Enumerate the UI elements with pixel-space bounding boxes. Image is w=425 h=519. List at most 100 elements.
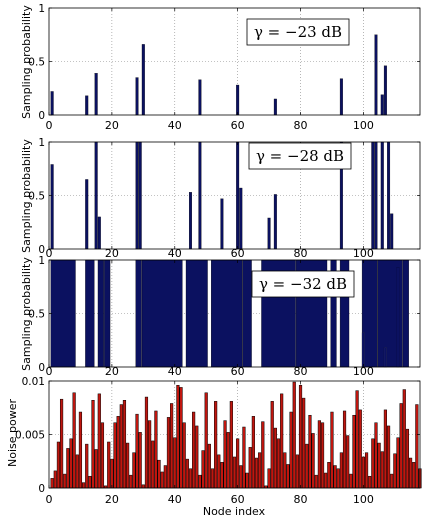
bar [396, 437, 400, 489]
y-tick-label: 0.5 [28, 57, 45, 69]
bar [358, 409, 362, 489]
bar [267, 217, 271, 250]
bar [185, 458, 189, 489]
bar [349, 473, 353, 489]
y-axis-label: Sampling probability [20, 139, 33, 253]
bar [91, 400, 95, 489]
y-tick-label: 1 [38, 137, 45, 149]
bar [368, 475, 372, 489]
bar [138, 432, 142, 489]
bar [273, 98, 277, 116]
bar [151, 440, 155, 489]
bar [336, 468, 340, 489]
bar [377, 442, 381, 489]
bar-run [97, 259, 104, 368]
bar [192, 411, 196, 489]
bar [380, 94, 384, 116]
bar [179, 387, 183, 489]
bar [204, 392, 208, 489]
bar [339, 78, 343, 116]
bar [239, 465, 243, 489]
x-tick-label: 100 [353, 365, 374, 378]
bar [270, 401, 274, 489]
bar [330, 411, 334, 489]
bar [110, 458, 114, 489]
bar-run [104, 259, 111, 368]
bar [78, 411, 83, 489]
bar [236, 438, 240, 489]
bar [217, 454, 221, 489]
x-tick-label: 100 [353, 247, 374, 260]
bar [339, 452, 343, 489]
bar-run [242, 259, 252, 368]
bar [261, 421, 265, 489]
bar [173, 437, 177, 489]
bar [138, 141, 142, 250]
x-tick-label: 60 [231, 119, 245, 132]
bar [408, 457, 413, 489]
y-tick-label: 0 [38, 362, 45, 374]
bar [182, 422, 186, 489]
bar [94, 449, 98, 489]
annotation-label: γ = −28 dB [256, 147, 344, 165]
bar-run [402, 259, 409, 368]
bar [327, 462, 331, 489]
bar [245, 472, 249, 489]
y-tick-label: 0.5 [28, 309, 45, 321]
bar [308, 414, 312, 489]
bar [72, 392, 76, 489]
bar [286, 464, 290, 489]
bar [412, 462, 416, 489]
x-tick-label: 40 [168, 247, 182, 260]
bar [374, 422, 378, 489]
bar [50, 91, 54, 116]
bar [292, 381, 296, 489]
bar [383, 409, 388, 489]
annotation-box [246, 18, 350, 46]
bar [280, 393, 284, 489]
y-axis-label: Sampling probability [20, 257, 33, 371]
bar [374, 141, 378, 250]
bar-run [211, 259, 243, 368]
bar [85, 179, 89, 250]
bar [154, 410, 158, 489]
bar [342, 410, 347, 489]
bar [267, 468, 271, 489]
bar [298, 385, 303, 489]
bar [50, 478, 54, 489]
x-tick-label: 20 [105, 365, 119, 378]
x-tick-label: 80 [294, 493, 308, 506]
bar [107, 441, 111, 489]
bar [148, 420, 152, 489]
bar [157, 459, 161, 489]
bar [236, 141, 240, 250]
x-tick-label: 100 [353, 493, 374, 506]
bar [97, 216, 101, 250]
bar [289, 411, 293, 489]
bar [273, 427, 277, 489]
bar [386, 425, 391, 489]
bar [405, 428, 410, 489]
bar [50, 164, 54, 250]
bar [85, 443, 89, 489]
bar [384, 347, 387, 367]
bar [393, 453, 397, 489]
y-axis-label: Sampling probability [20, 5, 33, 119]
bar [320, 422, 325, 489]
bar [195, 425, 199, 489]
annotation-box [251, 270, 355, 298]
bar [387, 141, 391, 250]
bar [135, 77, 139, 116]
bar [198, 79, 202, 116]
bar [94, 73, 98, 116]
x-tick-label: 0 [46, 119, 53, 132]
bar [258, 452, 262, 489]
bar [226, 432, 230, 489]
bar [380, 451, 384, 489]
panel-gamma-32: 0 20 40 60 80 100 0 0.5 1 γ = −32 dB [28, 255, 421, 378]
bar [59, 398, 64, 489]
x-tick-label: 60 [231, 493, 245, 506]
bar [113, 422, 117, 489]
x-tick-label: 100 [353, 119, 374, 132]
bar-run [135, 259, 142, 368]
